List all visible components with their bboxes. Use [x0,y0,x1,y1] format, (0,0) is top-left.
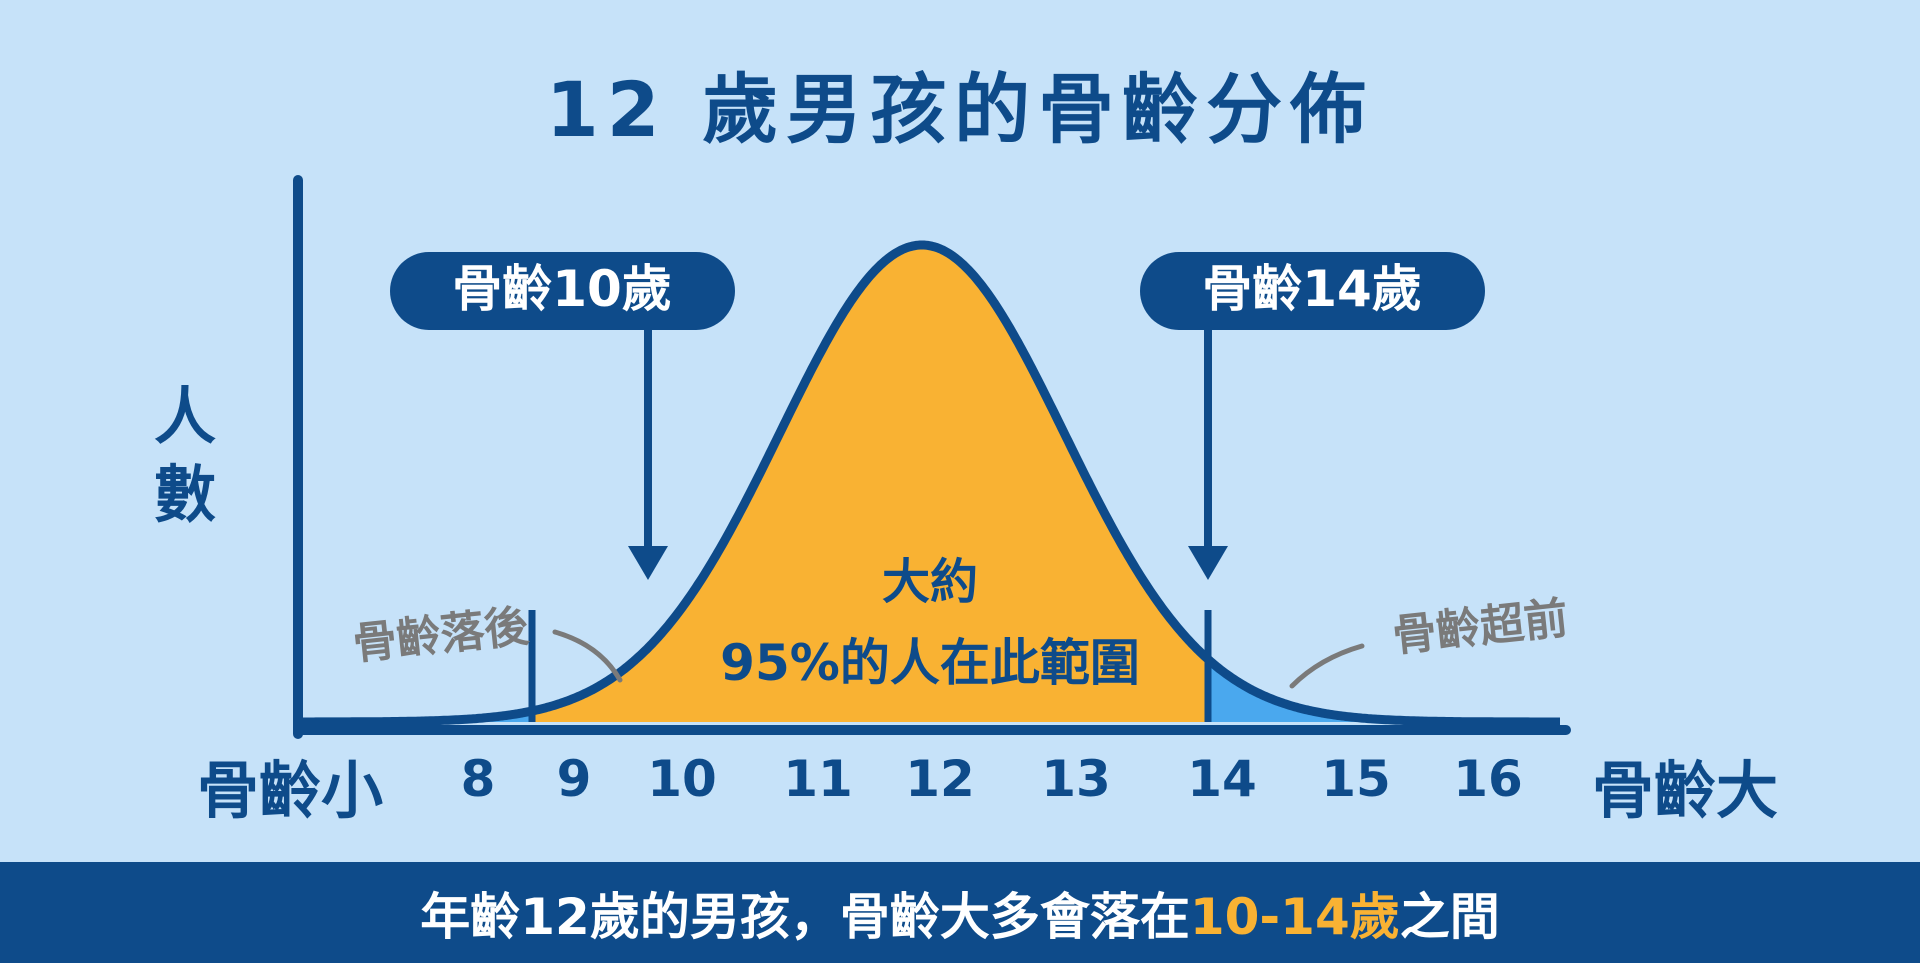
footer-text-before: 年齡12歲的男孩，骨齡大多會落在 [420,887,1190,946]
footer-highlight: 10-14歲 [1189,887,1400,946]
footer-banner: 年齡12歲的男孩，骨齡大多會落在 10-14歲 之間 [0,862,1920,963]
x-tick-label: 10 [647,750,717,808]
x-tick-label: 14 [1187,750,1257,808]
right-tail-area [1208,659,1560,722]
distribution-chart: 骨齡10歲 骨齡14歲 大約 95%的人在此範圍 骨齡落後 骨齡超前 骨齡小 骨… [197,175,1778,827]
x-tick-label: 9 [557,750,592,808]
x-tick-label: 11 [783,750,853,808]
x-tick-label: 12 [905,750,975,808]
center-area [532,245,1208,722]
right-callout-label: 骨齡14歲 [1202,260,1422,318]
distribution-curve [297,240,1563,727]
center-text-line1: 大約 [882,554,978,610]
right-arrow-icon [1188,546,1228,580]
x-tick-label: 16 [1453,750,1523,808]
page-title: 12 歲男孩的骨齡分佈 [545,65,1375,154]
left-callout: 骨齡10歲 [390,252,735,580]
center-text-line2: 95%的人在此範圍 [720,634,1140,692]
ahead-note: 骨齡超前 [1390,593,1570,662]
x-tick-label: 15 [1321,750,1391,808]
y-axis-label: 人數 [153,380,216,531]
behind-note: 骨齡落後 [350,601,531,670]
x-axis-left-label: 骨齡小 [197,754,383,827]
left-callout-bubble [390,252,735,330]
ahead-note-pointer [1289,643,1365,689]
x-tick-label: 13 [1041,750,1111,808]
right-callout: 骨齡14歲 [1140,252,1485,580]
footer-text-after: 之間 [1399,887,1500,946]
left-callout-label: 骨齡10歲 [452,260,672,318]
right-callout-bubble [1140,252,1485,330]
behind-note-pointer [552,629,623,683]
x-axis-right-label: 骨齡大 [1592,754,1778,827]
left-arrow-icon [628,546,668,580]
x-tick-label: 8 [461,750,496,808]
